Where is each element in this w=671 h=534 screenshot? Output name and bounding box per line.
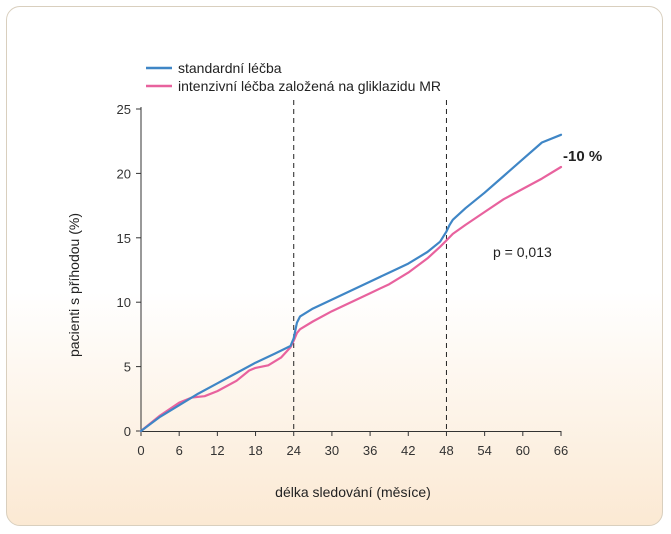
y-tick-label: 10 xyxy=(117,295,131,310)
reduction-annotation: -10 % xyxy=(563,148,602,165)
series-lines xyxy=(139,133,563,433)
series-standard-line xyxy=(139,133,563,433)
x-tick-label: 48 xyxy=(439,443,453,458)
legend-label-standard: standardní léčba xyxy=(178,60,282,76)
reference-lines xyxy=(293,100,447,431)
y-axis-label: pacienti s příhodou (%) xyxy=(66,213,82,357)
x-tick-label: 30 xyxy=(325,443,339,458)
x-tick-label: 66 xyxy=(554,443,568,458)
y-tick-label: 15 xyxy=(117,231,131,246)
x-tick-label: 36 xyxy=(363,443,377,458)
x-ticks: 0 6 12 18 24 30 36 42 48 54 60 66 xyxy=(137,431,568,458)
x-tick-label: 24 xyxy=(286,443,300,458)
legend-label-intensive: intenzivní léčba založená na gliklazidu … xyxy=(178,78,441,94)
x-tick-label: 6 xyxy=(176,443,183,458)
x-tick-label: 18 xyxy=(248,443,262,458)
y-tick-label: 20 xyxy=(117,166,131,181)
chart-panel xyxy=(6,6,663,526)
x-tick-label: 42 xyxy=(401,443,415,458)
p-value-annotation: p = 0,013 xyxy=(493,244,552,260)
x-tick-label: 12 xyxy=(210,443,224,458)
x-axis-label: délka sledování (měsíce) xyxy=(275,484,431,500)
y-tick-label: 25 xyxy=(117,102,131,117)
x-tick-label: 0 xyxy=(137,443,144,458)
y-ticks: 0 5 10 15 20 25 xyxy=(117,102,141,439)
y-tick-label: 5 xyxy=(124,360,131,375)
x-tick-label: 60 xyxy=(516,443,530,458)
series-intensive-line xyxy=(139,165,563,433)
x-tick-label: 54 xyxy=(477,443,491,458)
y-tick-label: 0 xyxy=(124,424,131,439)
